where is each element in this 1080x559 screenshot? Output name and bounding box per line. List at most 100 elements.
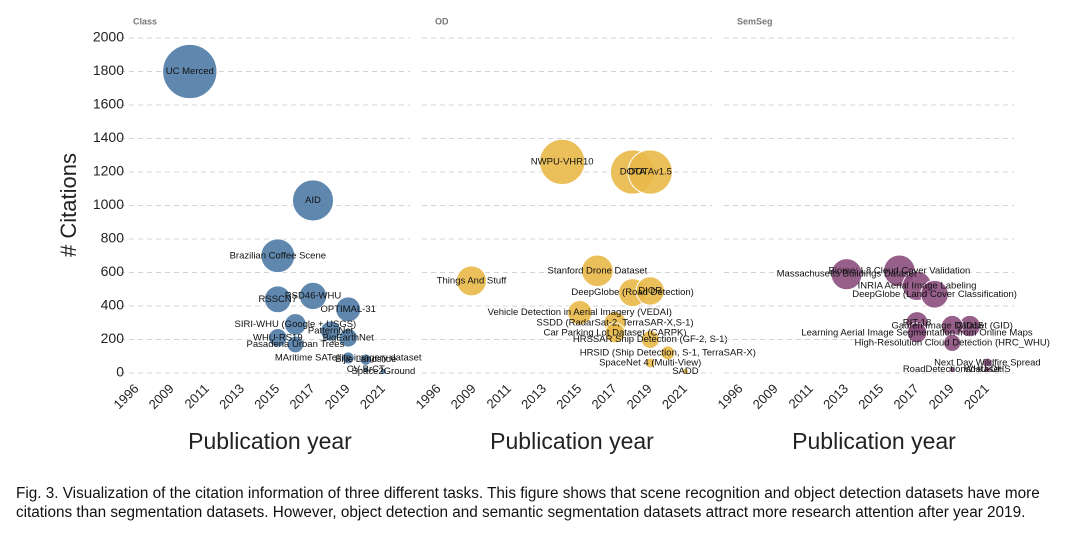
point-label: INRIA Aerial Image Labeling xyxy=(858,280,977,291)
point-label: HRSSAR Ship Detection (GF-2, S-1) xyxy=(573,334,728,345)
point-label: WHU-OHS xyxy=(964,364,1010,375)
x-tick-label: 2019 xyxy=(322,381,353,412)
point-label: UC Merced xyxy=(166,66,214,77)
point-label: Biome: L8 Cloud Cover Validation xyxy=(828,265,970,276)
bubble xyxy=(906,322,928,344)
bubble xyxy=(162,43,218,100)
point-label: MAritime SATellite imagery dataset xyxy=(275,352,422,363)
point-label: RoadDetectionsdataset xyxy=(903,364,1002,375)
point-label: RIT-18 xyxy=(903,317,932,328)
point-label: Vehicle Detection in Aerial Imagery (VED… xyxy=(488,307,672,318)
bubble xyxy=(341,351,355,365)
x-tick-label: 2013 xyxy=(518,381,549,412)
y-tick-label: 1200 xyxy=(93,163,124,179)
point-label: Massachusetts Buildings Dataset xyxy=(777,269,917,280)
bubble xyxy=(920,279,949,309)
x-tick-label: 2015 xyxy=(251,381,282,412)
x-tick-label: 1996 xyxy=(412,381,443,412)
point-label: GID15 xyxy=(956,321,983,332)
bubble xyxy=(581,254,614,288)
point-label: Car Parking Lot Dataset (CARPK) xyxy=(543,327,686,338)
point-label: High-Resolution Cloud Detection (HRC_WHU… xyxy=(855,337,1050,348)
bubble xyxy=(644,357,656,369)
panel-title: OD xyxy=(435,16,449,26)
y-tick-label: 600 xyxy=(101,263,125,279)
bubble xyxy=(379,367,387,375)
x-axis-label: Publication year xyxy=(792,428,956,454)
point-label: Bijie Landslide xyxy=(335,354,396,365)
bubble xyxy=(538,138,586,186)
bubble xyxy=(291,179,335,222)
bubble xyxy=(943,333,962,352)
point-label: DIOR xyxy=(638,285,662,296)
bubble xyxy=(362,366,370,374)
x-tick-label: 1996 xyxy=(110,381,141,412)
panel-title: Class xyxy=(133,16,157,26)
bubble xyxy=(268,328,288,348)
bubble xyxy=(681,367,689,375)
point-label: WHU-RS19 xyxy=(253,332,303,343)
x-tick-label: 2021 xyxy=(659,381,690,412)
point-label: PatternNet xyxy=(308,326,354,337)
point-label: RSSCN7 xyxy=(259,294,298,305)
bubble xyxy=(983,366,991,374)
point-label: OPTIMAL-31 xyxy=(320,304,375,315)
bubble xyxy=(284,313,307,336)
x-tick-label: 2011 xyxy=(182,381,212,411)
chart: Class 0 200 400 600 800 1000 1200 1400 1600 1800 20… xyxy=(56,16,1050,454)
x-tick-label: 2017 xyxy=(890,381,921,412)
y-tick-label: 800 xyxy=(101,230,125,246)
point-label: Next Day Wildfire Spread xyxy=(934,357,1041,368)
bubble xyxy=(830,258,863,291)
point-label: Learning Aerial Image Segmentation from … xyxy=(801,327,1033,338)
bubble xyxy=(604,322,626,344)
point-label: Things And Stuff xyxy=(437,275,507,286)
point-label: DOTAv1.5 xyxy=(628,167,671,178)
bubble xyxy=(660,345,676,361)
point-label: BigEarthNet xyxy=(323,332,375,343)
x-tick-label: 2021 xyxy=(357,381,388,412)
x-tick-label: 2021 xyxy=(961,381,992,412)
bubble xyxy=(359,353,373,366)
x-tick-label: 2009 xyxy=(750,381,781,412)
bubble xyxy=(319,320,342,342)
x-tick-label: 2011 xyxy=(484,381,514,411)
y-tick-label: 0 xyxy=(116,364,124,380)
bubble xyxy=(338,328,358,348)
x-tick-label: 2017 xyxy=(588,381,619,412)
bubble xyxy=(635,276,665,306)
y-tick-label: 2000 xyxy=(93,29,124,45)
x-tick-label: 1996 xyxy=(714,381,745,412)
x-tick-label: 2009 xyxy=(448,381,479,412)
point-label: Space2Ground xyxy=(351,366,415,377)
y-tick-label: 1000 xyxy=(93,196,124,212)
x-tick-label: 2015 xyxy=(553,381,584,412)
point-label: Brazilian Coffee Scene xyxy=(230,250,326,261)
point-label: Pasadena Urban Trees xyxy=(247,339,345,350)
y-tick-label: 400 xyxy=(101,297,125,313)
point-label: DOTA xyxy=(620,167,646,178)
y-tick-label: 1600 xyxy=(93,96,124,112)
caption: Fig. 3. Visualization of the citation in… xyxy=(16,485,1040,521)
point-label: Gaofen Image Dataset (GID) xyxy=(891,321,1012,332)
point-label: CV-BrCT xyxy=(347,364,385,375)
x-tick-label: 2017 xyxy=(286,381,317,412)
point-label: DeepGlobe (Land Cover Classification) xyxy=(852,289,1017,300)
bubble xyxy=(335,296,362,323)
x-tick-label: 2019 xyxy=(926,381,957,412)
bubble xyxy=(298,281,328,311)
x-tick-label: 2013 xyxy=(820,381,851,412)
bubble xyxy=(640,329,660,350)
panel-title: SemSeg xyxy=(737,16,773,26)
x-tick-label: 2015 xyxy=(855,381,886,412)
bubble xyxy=(948,366,956,374)
bubble xyxy=(627,149,673,195)
bubble xyxy=(455,265,488,297)
point-label: NWPU-VHR10 xyxy=(531,156,594,167)
bubble xyxy=(260,238,296,274)
y-tick-label: 1400 xyxy=(93,129,124,145)
point-label: SIRI-WHU (Google + USGS) xyxy=(235,319,357,330)
x-tick-label: 2013 xyxy=(216,381,247,412)
point-label: SSDD (RadarSat-2, TerraSAR-X,S-1) xyxy=(536,317,693,328)
